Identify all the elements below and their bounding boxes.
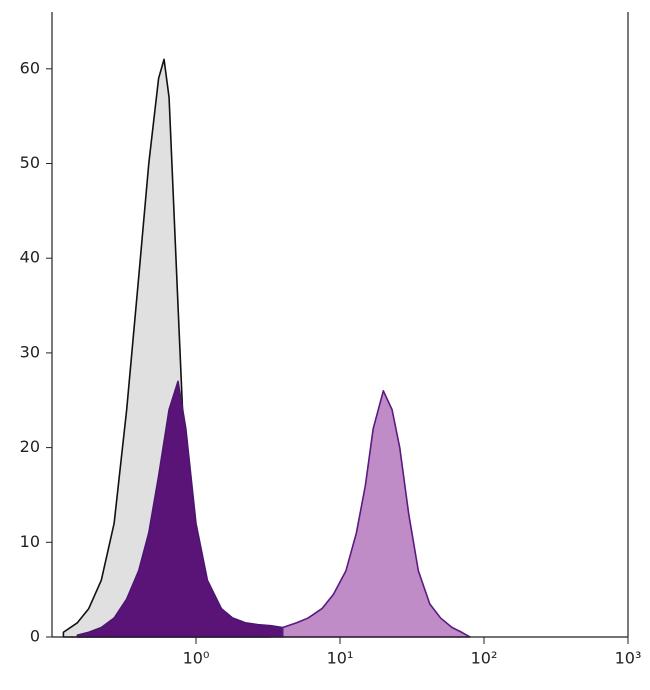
x-tick-label: 10¹ <box>327 649 354 668</box>
y-tick-label: 60 <box>20 58 40 77</box>
y-tick-label: 10 <box>20 532 40 551</box>
x-tick-label: 10² <box>471 649 498 668</box>
y-tick-label: 40 <box>20 248 40 267</box>
histogram <box>76 380 284 638</box>
x-tick-label: 10³ <box>615 649 642 668</box>
x-tick-label: 10⁰ <box>183 649 210 668</box>
y-tick-label: 20 <box>20 437 40 456</box>
histogram <box>281 389 471 638</box>
y-tick-label: 30 <box>20 342 40 361</box>
y-tick-label: 50 <box>20 153 40 172</box>
y-tick-label: 0 <box>30 627 40 646</box>
